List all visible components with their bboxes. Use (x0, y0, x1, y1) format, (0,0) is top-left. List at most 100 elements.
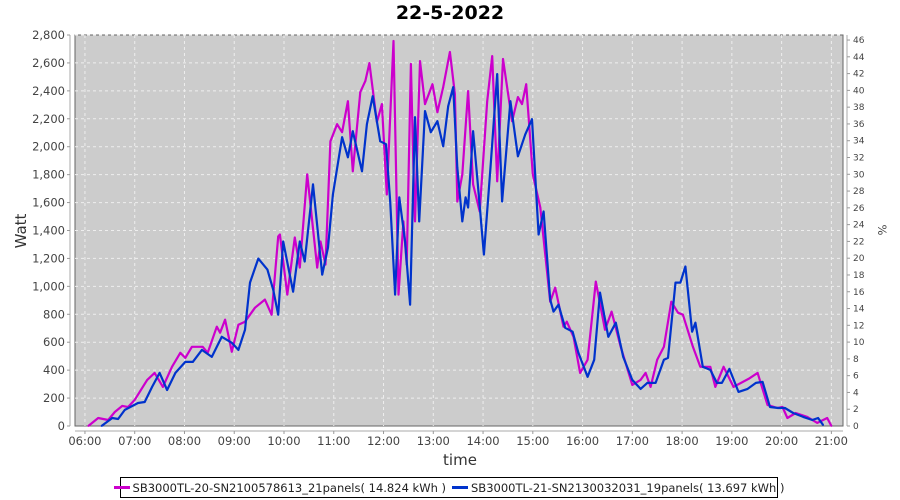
data-point (714, 386, 717, 388)
data-point (679, 281, 682, 284)
data-point (424, 103, 426, 105)
data-point (371, 95, 374, 98)
data-point (404, 240, 406, 243)
data-point (436, 120, 439, 123)
data-point (830, 425, 833, 427)
data-point (674, 281, 677, 284)
data-point (442, 145, 445, 148)
data-point (826, 417, 829, 419)
data-point (264, 298, 266, 301)
data-point (509, 100, 512, 103)
data-point (359, 91, 362, 93)
y-tick-label: 2,000 (32, 140, 65, 154)
data-point (646, 382, 649, 384)
y2-tick-label: 46 (853, 36, 865, 46)
data-point (341, 131, 343, 134)
y-tick-label: 0 (58, 419, 65, 433)
x-tick-label: 07:00 (118, 434, 151, 448)
data-point (461, 173, 464, 176)
data-point (293, 236, 296, 239)
data-point (817, 417, 819, 419)
y2-tick-label: 8 (853, 355, 859, 365)
legend-swatch (113, 486, 130, 489)
data-point (811, 419, 814, 421)
data-point (87, 425, 90, 427)
data-point (491, 55, 494, 57)
y2-tick-label: 30 (853, 170, 865, 180)
data-point (732, 386, 735, 388)
y-tick-label: 1,000 (32, 279, 65, 293)
data-point (266, 268, 269, 271)
data-point (663, 345, 665, 348)
data-point (786, 417, 789, 419)
legend-swatch (452, 486, 468, 489)
data-point (604, 328, 606, 331)
data-point (614, 321, 617, 324)
data-point (306, 173, 309, 176)
data-point (517, 155, 519, 158)
data-point (364, 80, 367, 82)
data-point (414, 220, 416, 223)
data-point (397, 293, 400, 296)
legend-label: SB3000TL-21-SN2130032031_19panels( 13.69… (471, 480, 785, 495)
x-tick-label: 20:00 (765, 434, 798, 448)
data-point (756, 372, 759, 374)
data-point (146, 379, 149, 381)
data-point (410, 63, 412, 65)
data-point (701, 365, 704, 368)
data-point (327, 246, 329, 249)
y-tick-label: 1,200 (32, 251, 65, 265)
y2-tick-label: 32 (853, 154, 864, 164)
data-point (447, 105, 450, 107)
data-point (802, 416, 805, 418)
data-point (517, 96, 519, 98)
y2-tick-label: 18 (853, 271, 865, 281)
data-point (599, 291, 601, 294)
data-point (709, 369, 712, 371)
data-point (721, 382, 723, 384)
y-tick-label: 1,800 (32, 168, 65, 182)
data-point (436, 111, 439, 114)
data-point (670, 300, 673, 303)
data-point (486, 100, 489, 103)
chart-title: 22-5-2022 (395, 2, 505, 24)
data-point (312, 183, 314, 186)
data-point (631, 379, 634, 381)
x-tick-label: 08:00 (168, 434, 201, 448)
legend-label: SB3000TL-20-SN2100578613_21panels( 14.82… (132, 480, 446, 495)
data-point (151, 386, 154, 388)
data-point (816, 422, 819, 424)
y2-tick-label: 20 (853, 254, 865, 264)
data-point (158, 372, 161, 374)
data-point (644, 372, 647, 374)
data-point (537, 233, 540, 236)
data-point (677, 311, 679, 314)
data-point (303, 260, 306, 263)
data-point (179, 351, 182, 354)
data-point (442, 86, 445, 88)
data-point (654, 382, 657, 384)
x-tick-label: 12:00 (367, 434, 400, 448)
data-point (549, 298, 552, 301)
data-point (184, 357, 187, 359)
data-point (332, 193, 334, 196)
data-point (792, 412, 795, 414)
data-point (682, 313, 684, 316)
data-point (249, 281, 251, 284)
x-tick-label: 13:00 (417, 434, 450, 448)
data-point (237, 349, 240, 351)
data-point (610, 310, 613, 313)
data-point (716, 382, 718, 384)
data-point (667, 357, 669, 359)
data-point (184, 361, 187, 363)
data-point (366, 123, 368, 126)
data-point (554, 286, 557, 289)
data-point (201, 345, 204, 348)
data-point (542, 210, 545, 213)
y-tick-label: 2,800 (32, 28, 65, 42)
data-point (525, 83, 528, 86)
x-tick-label: 14:00 (466, 434, 499, 448)
data-point (385, 143, 387, 146)
data-point (385, 193, 388, 196)
